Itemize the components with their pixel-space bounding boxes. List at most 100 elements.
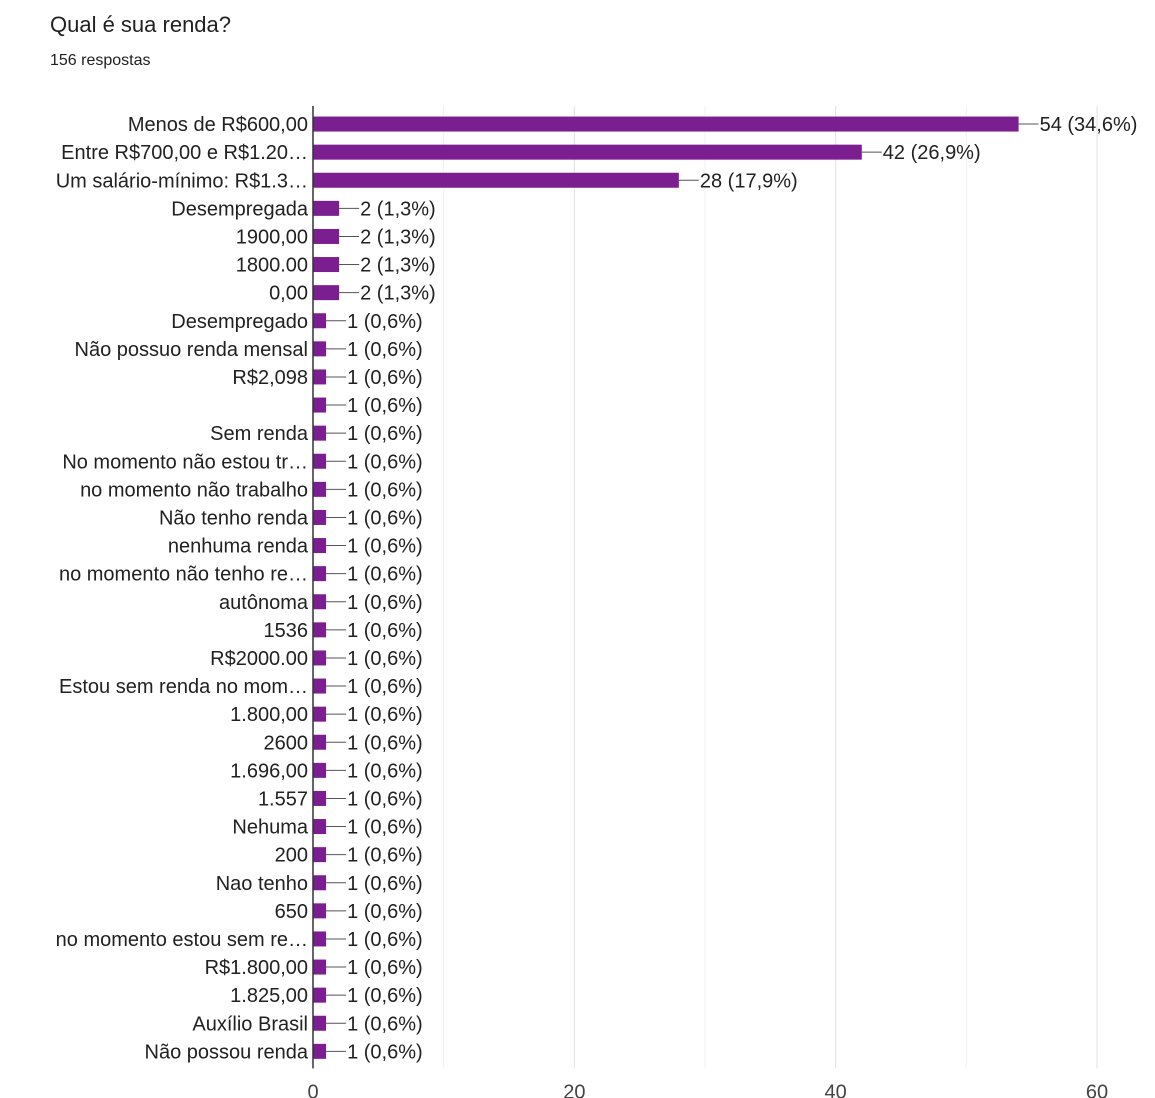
category-label: 1.557 [258,788,308,810]
response-count: 156 respostas [50,52,151,69]
data-label: 2 (1,3%) [360,226,436,248]
bar [313,931,327,947]
category-label: 2600 [264,732,309,754]
category-label: 200 [275,845,308,867]
category-label: Nehuma [232,817,308,839]
bar [313,453,327,469]
data-label: 28 (17,9%) [700,170,798,192]
x-tick-label: 40 [825,1081,847,1098]
category-label: 1.825,00 [230,985,308,1007]
data-label: 1 (0,6%) [347,339,423,361]
category-label: no momento estou sem re… [56,929,308,951]
bar [313,847,327,863]
category-label: Entre R$700,00 e R$1.20… [61,142,308,164]
data-label: 1 (0,6%) [347,564,423,586]
data-label: 1 (0,6%) [347,676,423,698]
category-label: Desempregada [171,198,309,220]
data-label: 1 (0,6%) [347,648,423,670]
category-label: Menos de R$600,00 [128,114,308,136]
category-label: Não possuo renda mensal [75,339,308,361]
bar [313,341,327,357]
category-label: Não tenho renda [159,507,309,529]
data-label: 1 (0,6%) [347,1013,423,1035]
data-label: 1 (0,6%) [347,760,423,782]
category-label: R$2000.00 [210,648,308,670]
category-label: Desempregado [171,311,308,333]
bar [313,1043,327,1059]
data-label: 1 (0,6%) [347,929,423,951]
bar [313,285,340,301]
bar [313,790,327,806]
data-label: 1 (0,6%) [347,311,423,333]
bar [313,734,327,750]
data-label: 1 (0,6%) [347,423,423,445]
bar [313,228,340,244]
category-label: No momento não estou tr… [62,451,308,473]
category-label: 1900,00 [236,226,308,248]
bar [313,566,327,582]
x-tick-label: 0 [307,1081,318,1098]
category-label: Um salário-mínimo: R$1.3… [56,170,308,192]
bar [313,762,327,778]
data-label: 1 (0,6%) [347,901,423,923]
bar [313,959,327,975]
data-label: 1 (0,6%) [347,1041,423,1063]
bar [313,397,327,413]
bar [313,200,340,216]
category-label: 1800.00 [236,255,308,277]
category-label: 1536 [264,620,309,642]
data-label: 1 (0,6%) [347,620,423,642]
bar [313,509,327,525]
bar [313,116,1019,132]
data-label: 1 (0,6%) [347,985,423,1007]
page-title: Qual é sua renda? [50,12,232,37]
bar [313,425,327,441]
data-label: 2 (1,3%) [360,283,436,305]
category-label: Nao tenho [216,873,308,895]
bar [313,622,327,638]
data-label: 1 (0,6%) [347,845,423,867]
category-label: autônoma [219,592,309,614]
bar [313,481,327,497]
data-label: 1 (0,6%) [347,507,423,529]
bar [313,313,327,329]
category-label: Sem renda [210,423,309,445]
category-label: 650 [275,901,308,923]
bar [313,819,327,835]
category-label: Estou sem renda no mom… [59,676,308,698]
category-label: no momento não tenho re… [59,564,308,586]
bar [313,903,327,919]
data-label: 1 (0,6%) [347,395,423,417]
bar [313,144,862,160]
bar [313,1015,327,1031]
data-label: 1 (0,6%) [347,451,423,473]
bar [313,257,340,273]
bar [313,678,327,694]
data-label: 1 (0,6%) [347,367,423,389]
x-tick-label: 60 [1086,1081,1108,1098]
data-label: 1 (0,6%) [347,732,423,754]
category-label: 1.696,00 [230,760,308,782]
bar [313,172,679,188]
data-label: 1 (0,6%) [347,873,423,895]
data-label: 2 (1,3%) [360,198,436,220]
bar [313,706,327,722]
category-label: Auxílio Brasil [192,1013,308,1035]
category-label: Não possou renda [145,1041,309,1063]
data-label: 2 (1,3%) [360,255,436,277]
bar [313,369,327,385]
data-label: 1 (0,6%) [347,817,423,839]
x-tick-label: 20 [563,1081,585,1098]
data-label: 1 (0,6%) [347,704,423,726]
category-label: 0,00 [269,283,308,305]
category-label: 1.800,00 [230,704,308,726]
data-label: 1 (0,6%) [347,957,423,979]
data-label: 54 (34,6%) [1040,114,1138,136]
category-label: R$2,098 [232,367,308,389]
category-label: nenhuma renda [168,536,309,558]
category-label: R$1.800,00 [205,957,308,979]
bar [313,650,327,666]
bar [313,987,327,1003]
category-label: no momento não trabalho [80,479,308,501]
